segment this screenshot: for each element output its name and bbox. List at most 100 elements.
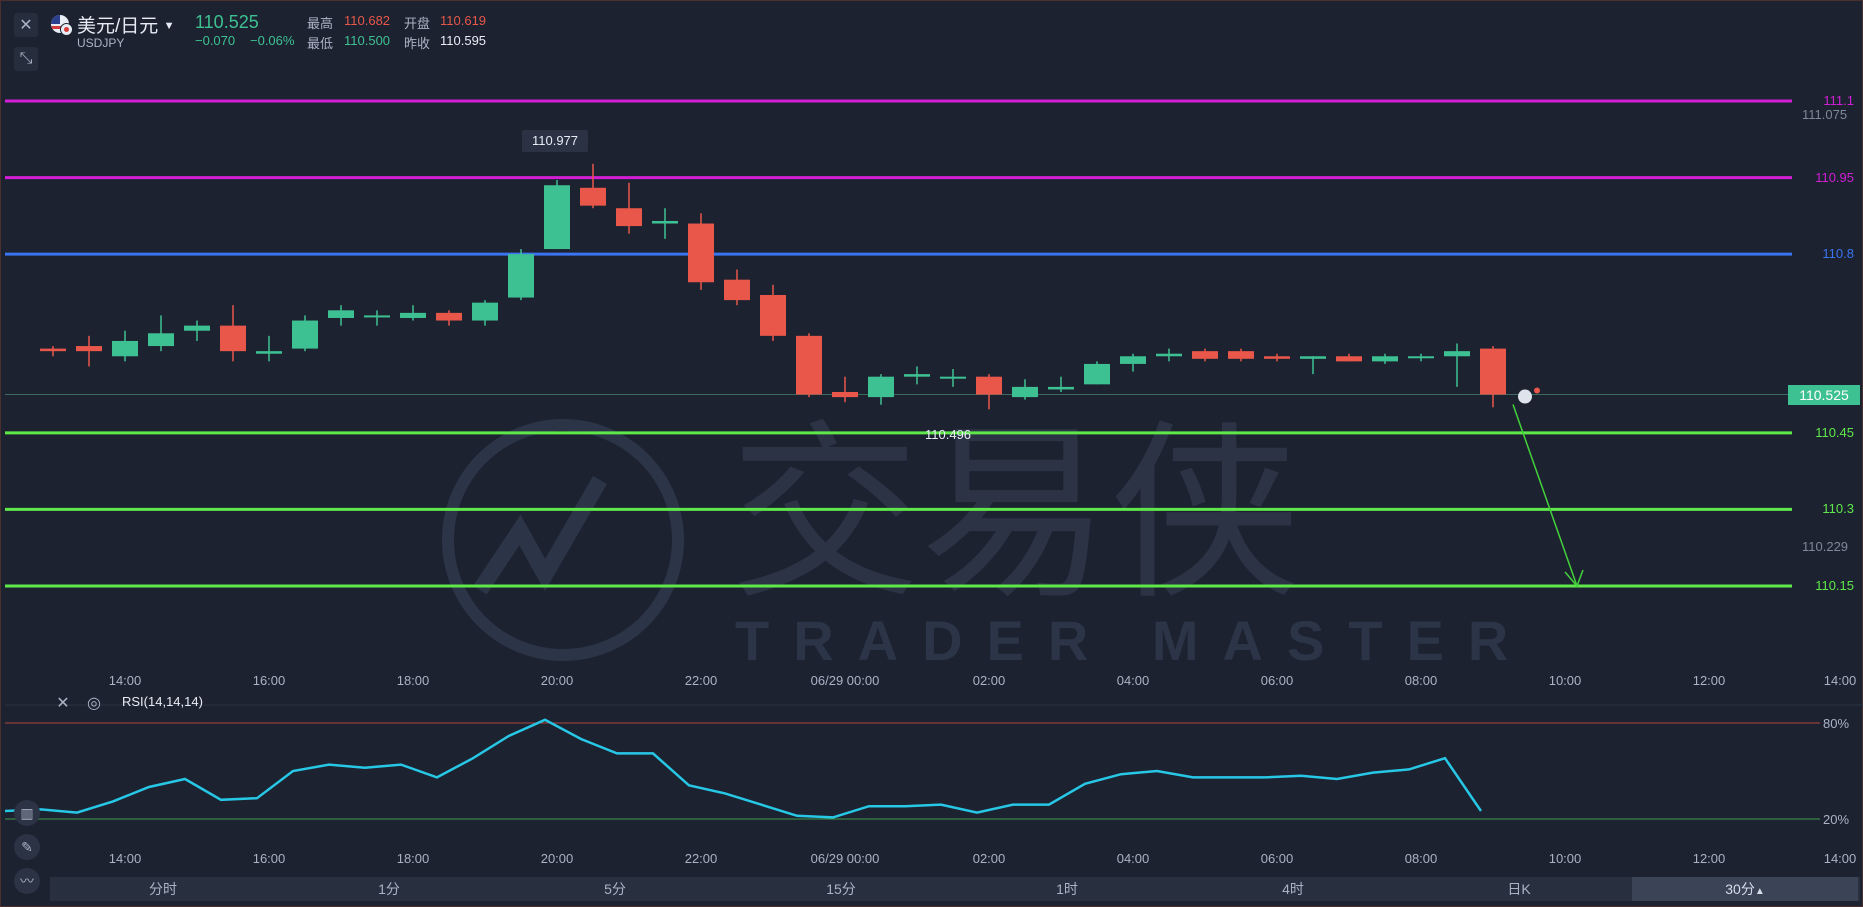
candle-body bbox=[184, 325, 210, 331]
candle-body bbox=[508, 254, 534, 298]
jp-flag-icon bbox=[60, 23, 73, 36]
tab-4hour[interactable]: 4时 bbox=[1282, 881, 1304, 897]
candle-body bbox=[1084, 363, 1110, 385]
low-marker: 110.496 bbox=[925, 427, 972, 442]
candle-body bbox=[616, 208, 642, 227]
candle-body bbox=[868, 376, 894, 398]
candle-body bbox=[1336, 356, 1362, 362]
candle-body bbox=[1408, 356, 1434, 359]
price-change: −0.070 bbox=[195, 33, 236, 48]
caret-up-icon: ▲ bbox=[1754, 886, 1765, 897]
draw-pen-icon[interactable]: ✎ bbox=[14, 834, 40, 860]
candle-body bbox=[364, 315, 390, 318]
high-marker: 110.977 bbox=[522, 130, 588, 152]
rsi-time-axis-label: 10:00 bbox=[1548, 851, 1582, 866]
rsi-level-20: 20% bbox=[1823, 812, 1850, 827]
tab-1hour[interactable]: 1时 bbox=[1056, 881, 1078, 897]
candle-body bbox=[436, 312, 462, 321]
time-axis-label: 16:00 bbox=[252, 673, 286, 688]
time-axis-label: 18:00 bbox=[396, 673, 430, 688]
tab-5min[interactable]: 5分 bbox=[604, 881, 626, 897]
time-axis-label: 10:00 bbox=[1548, 673, 1582, 688]
candle-body bbox=[1264, 356, 1290, 359]
rsi-level-80: 80% bbox=[1823, 716, 1850, 731]
candle-body bbox=[1156, 353, 1182, 357]
close-icon[interactable]: ✕ bbox=[14, 13, 38, 37]
price-level-label: 110.3 bbox=[1792, 500, 1858, 519]
alert-dot bbox=[1534, 387, 1540, 394]
candle-body bbox=[1300, 356, 1326, 359]
candle-body bbox=[544, 185, 570, 250]
candle-body bbox=[472, 302, 498, 321]
axis-tick-top: 111.075 bbox=[1802, 107, 1848, 122]
candle-body bbox=[688, 223, 714, 283]
time-axis-label: 14:00 bbox=[108, 673, 142, 688]
time-axis-label: 12:00 bbox=[1692, 673, 1726, 688]
rsi-line bbox=[4, 718, 1483, 819]
high-label: 最高 bbox=[307, 16, 334, 31]
symbol-selector[interactable]: 美元/日元 ▼ bbox=[77, 11, 174, 38]
candle-body bbox=[724, 279, 750, 301]
symbol-name: 美元/日元 bbox=[77, 16, 159, 37]
candle-body bbox=[76, 346, 102, 352]
rsi-time-axis-label: 18:00 bbox=[396, 851, 430, 866]
collapse-icon[interactable]: ⤡ bbox=[14, 47, 38, 71]
last-price: 110.525 bbox=[195, 12, 259, 32]
indicator-icon[interactable]: ▥ bbox=[14, 800, 40, 826]
low-label: 最低 bbox=[307, 36, 334, 51]
rsi-time-axis-label: 22:00 bbox=[684, 851, 718, 866]
projection-arrowhead bbox=[1564, 569, 1584, 588]
high-value: 110.682 bbox=[344, 13, 391, 28]
candle-body bbox=[976, 376, 1002, 395]
time-axis-label: 20:00 bbox=[540, 673, 574, 688]
candle-body bbox=[1012, 386, 1038, 398]
rsi-time-axis-label: 02:00 bbox=[972, 851, 1006, 866]
rsi-time-axis-label: 14:00 bbox=[108, 851, 142, 866]
rsi-time-axis-label: 08:00 bbox=[1404, 851, 1438, 866]
candle-body bbox=[1228, 351, 1254, 359]
candle-body bbox=[904, 374, 930, 377]
rsi-label: RSI(14,14,14) bbox=[122, 694, 203, 709]
candle-body bbox=[292, 320, 318, 349]
time-axis-label: 06:00 bbox=[1260, 673, 1294, 688]
chart-type-icon[interactable]: 〰 bbox=[14, 868, 40, 894]
candle-body bbox=[760, 295, 786, 336]
candle-body bbox=[328, 310, 354, 318]
current-price-tag: 110.525 bbox=[1788, 385, 1860, 405]
time-axis-label: 06/29 00:00 bbox=[810, 673, 880, 688]
price-level-label: 110.8 bbox=[1792, 245, 1858, 264]
candle-body bbox=[220, 325, 246, 352]
rsi-time-axis-label: 16:00 bbox=[252, 851, 286, 866]
low-value: 110.500 bbox=[344, 33, 391, 48]
tab-1min[interactable]: 1分 bbox=[378, 881, 400, 897]
candle-body bbox=[1048, 386, 1074, 390]
candle-body bbox=[40, 348, 66, 352]
candle-body bbox=[940, 376, 966, 379]
tab-15min[interactable]: 15分 bbox=[826, 881, 856, 897]
candle-body bbox=[652, 220, 678, 224]
time-axis-label: 08:00 bbox=[1404, 673, 1438, 688]
candle-body bbox=[1444, 351, 1470, 357]
tab-timeshare[interactable]: 分时 bbox=[149, 881, 177, 897]
rsi-time-axis-label: 20:00 bbox=[540, 851, 574, 866]
open-value: 110.619 bbox=[440, 13, 487, 28]
interval-tabbar: 分时 1分 5分 15分 1时 4时 日K 30分▲ bbox=[50, 877, 1860, 901]
price-level-label: 110.15 bbox=[1792, 577, 1858, 595]
symbol-code: USDJPY bbox=[77, 36, 125, 50]
alert-icon bbox=[1518, 389, 1532, 404]
settings-icon[interactable]: ◎ bbox=[87, 695, 101, 712]
candle-body bbox=[148, 333, 174, 347]
tab-daily[interactable]: 日K bbox=[1507, 881, 1531, 897]
price-level-label: 111.1 bbox=[1792, 92, 1858, 110]
rsi-time-axis-label: 12:00 bbox=[1692, 851, 1726, 866]
candle-body bbox=[832, 392, 858, 398]
axis-tick-mid: 110.229 bbox=[1802, 539, 1849, 554]
open-label: 开盘 bbox=[404, 16, 431, 31]
prev-close-label: 昨收 bbox=[404, 36, 431, 51]
tab-30min[interactable]: 30分▲ bbox=[1632, 877, 1858, 901]
close-indicator-icon[interactable]: ✕ bbox=[56, 695, 70, 712]
time-axis-label: 14:00 bbox=[1823, 673, 1857, 688]
candle-body bbox=[1480, 348, 1506, 395]
prev-close-value: 110.595 bbox=[440, 33, 487, 48]
